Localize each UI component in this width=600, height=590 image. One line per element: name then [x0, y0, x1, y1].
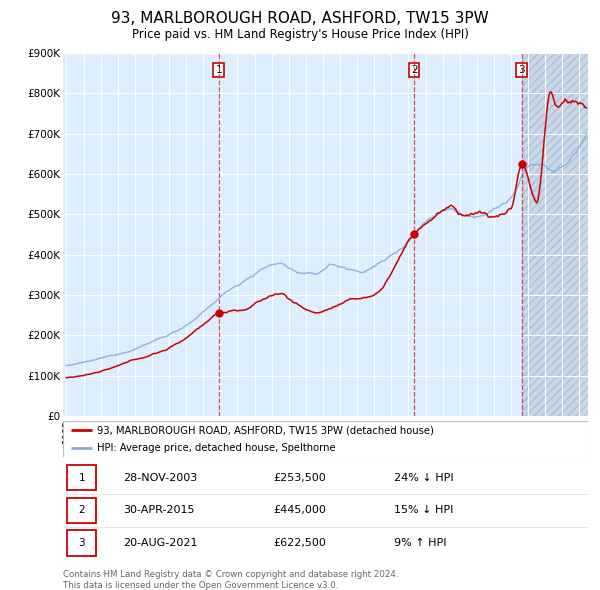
Text: 1: 1 — [79, 473, 85, 483]
Bar — [522, 53, 588, 416]
Text: 20-AUG-2021: 20-AUG-2021 — [124, 538, 198, 548]
Text: 93, MARLBOROUGH ROAD, ASHFORD, TW15 3PW (detached house): 93, MARLBOROUGH ROAD, ASHFORD, TW15 3PW … — [97, 425, 434, 435]
Text: 2: 2 — [79, 506, 85, 515]
Text: 15% ↓ HPI: 15% ↓ HPI — [394, 506, 453, 515]
Text: 30-APR-2015: 30-APR-2015 — [124, 506, 195, 515]
Text: 1: 1 — [215, 65, 222, 75]
Text: 93, MARLBOROUGH ROAD, ASHFORD, TW15 3PW: 93, MARLBOROUGH ROAD, ASHFORD, TW15 3PW — [111, 11, 489, 25]
Text: 24% ↓ HPI: 24% ↓ HPI — [394, 473, 454, 483]
Text: £445,000: £445,000 — [273, 506, 326, 515]
Text: Price paid vs. HM Land Registry's House Price Index (HPI): Price paid vs. HM Land Registry's House … — [131, 28, 469, 41]
Text: This data is licensed under the Open Government Licence v3.0.: This data is licensed under the Open Gov… — [63, 581, 338, 589]
Text: 28-NOV-2003: 28-NOV-2003 — [124, 473, 197, 483]
FancyBboxPatch shape — [67, 465, 96, 490]
Text: 3: 3 — [518, 65, 525, 75]
Text: 3: 3 — [79, 538, 85, 548]
Text: £253,500: £253,500 — [273, 473, 326, 483]
FancyBboxPatch shape — [67, 530, 96, 556]
Text: HPI: Average price, detached house, Spelthorne: HPI: Average price, detached house, Spel… — [97, 442, 336, 453]
Bar — [522, 53, 588, 416]
FancyBboxPatch shape — [67, 497, 96, 523]
Text: £622,500: £622,500 — [273, 538, 326, 548]
FancyBboxPatch shape — [63, 421, 588, 457]
Text: Contains HM Land Registry data © Crown copyright and database right 2024.: Contains HM Land Registry data © Crown c… — [63, 570, 398, 579]
Text: 2: 2 — [411, 65, 418, 75]
Text: 9% ↑ HPI: 9% ↑ HPI — [394, 538, 446, 548]
